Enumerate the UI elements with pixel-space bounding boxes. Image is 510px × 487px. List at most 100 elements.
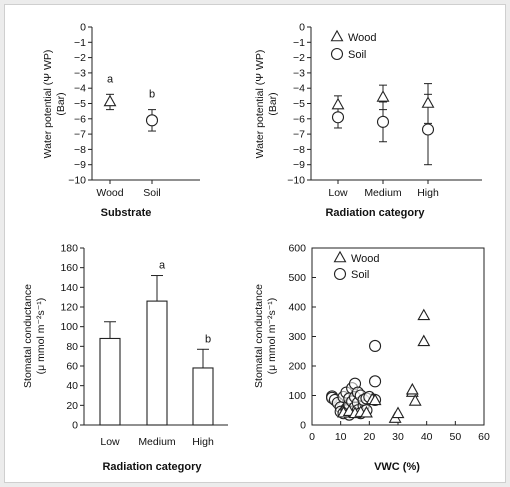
panel4-y-tick-label: 400 — [288, 302, 306, 314]
panel4-y-tick-label: 0 — [300, 420, 306, 432]
panel2-y-tick-label: −3 — [293, 67, 305, 79]
panel2-y-tick-label: −7 — [293, 129, 305, 141]
figure-frame — [4, 4, 506, 483]
panel1-significance-letter: b — [149, 89, 155, 101]
panel4-y-tick-label: 600 — [288, 243, 306, 255]
panel3-significance-letter: a — [159, 260, 166, 272]
panel4-point-wood — [417, 334, 431, 347]
panel3-x-tick-label: High — [192, 436, 214, 448]
panel4-point-soil — [369, 339, 382, 352]
panel1-y-tick-label: −3 — [74, 67, 86, 79]
panel2-y-tick-label: −6 — [293, 113, 305, 125]
panel1-y-tick-label: −6 — [74, 113, 86, 125]
panel1-y-tick-label: −1 — [74, 37, 86, 49]
panel3-y-tick-label: 20 — [66, 400, 78, 412]
panel4-x-tick-label: 60 — [478, 431, 490, 443]
panel3-y-tick-label: 80 — [66, 341, 78, 353]
panel2-y-tick-label: −5 — [293, 98, 305, 110]
panel3-x-tick-label: Low — [100, 436, 120, 448]
panel4-legend-soil-marker — [333, 267, 347, 281]
panel1-y-tick-label: −7 — [74, 129, 86, 141]
panel2-y-tick-label: −8 — [293, 144, 305, 156]
panel2-x-tick-label: Low — [328, 187, 348, 199]
panel1-y-axis-unit: (Bar) — [55, 92, 67, 115]
panel3-y-tick-label: 120 — [60, 302, 78, 314]
panel2-y-axis-label: Water potential (Ψ WP) — [254, 50, 266, 159]
panel2-y-tick-label: −2 — [293, 52, 305, 64]
panel4-legend-soil-label: Soil — [351, 269, 369, 281]
panel2-y-tick-label: −9 — [293, 159, 305, 171]
panel3-bar-low — [99, 337, 121, 426]
panel1-x-tick-label: Soil — [143, 187, 161, 199]
panel2-legend-soil-marker — [330, 47, 344, 61]
panel3-significance-letter: b — [205, 333, 211, 345]
panel3-y-tick-label: 0 — [72, 420, 78, 432]
panel4-point-wood — [360, 405, 373, 418]
panel4-x-axis-label: VWC (%) — [374, 461, 420, 473]
panel1-point-wood — [103, 94, 117, 107]
panel1-y-tick-label: −5 — [74, 98, 86, 110]
panel3-y-tick-label: 140 — [60, 282, 78, 294]
panel4-x-tick-label: 20 — [363, 431, 375, 443]
panel1-x-tick-label: Wood — [96, 187, 123, 199]
panel2-x-tick-label: Medium — [364, 187, 402, 199]
panel4-y-tick-label: 200 — [288, 361, 306, 373]
panel2-y-tick-label: −10 — [287, 175, 305, 187]
panel4-y-axis-unit: (μ mmol m⁻²s⁻¹) — [266, 298, 278, 375]
panel3-y-tick-label: 160 — [60, 262, 78, 274]
panel3-bar-medium — [146, 300, 168, 426]
panel2-legend-soil-label: Soil — [348, 49, 366, 61]
panel2-y-tick-label: −1 — [293, 37, 305, 49]
panel1-y-tick-label: −10 — [68, 175, 86, 187]
panel3-y-tick-label: 40 — [66, 380, 78, 392]
panel4-x-tick-label: 0 — [309, 431, 315, 443]
panel4-x-tick-label: 50 — [449, 431, 461, 443]
panel1-point-soil — [145, 114, 159, 127]
panel4-point-wood — [368, 393, 382, 406]
panel4-point-wood — [405, 382, 419, 395]
panel3-y-axis-unit: (μ mmol m⁻²s⁻¹) — [35, 298, 47, 375]
panel3-x-axis-label: Radiation category — [102, 461, 202, 473]
panel1-x-axis-label: Substrate — [101, 207, 152, 219]
panel1-significance-letter: a — [107, 73, 114, 85]
panel4-point-wood — [417, 308, 431, 321]
panel4-point-soil — [369, 375, 382, 388]
panel4-x-tick-label: 40 — [421, 431, 433, 443]
panel2-y-tick-label: 0 — [299, 22, 305, 34]
panel1-y-tick-label: −2 — [74, 52, 86, 64]
panel2-point-soil — [376, 115, 390, 128]
panel2-point-wood — [331, 97, 345, 110]
panel1-y-tick-label: −8 — [74, 144, 86, 156]
panel4-point-wood — [391, 406, 405, 419]
panel4-y-tick-label: 500 — [288, 272, 306, 284]
panel2-point-wood — [421, 96, 435, 108]
panel3-x-tick-label: Medium — [138, 436, 176, 448]
panel3-y-tick-label: 180 — [60, 243, 78, 255]
panel2-y-tick-label: −4 — [293, 83, 305, 95]
panel2-point-soil — [331, 111, 345, 124]
panel2-point-wood — [376, 90, 390, 102]
panel3-bar-high — [192, 367, 214, 426]
panel4-y-tick-label: 100 — [288, 390, 306, 402]
panel1-y-axis-label: Water potential (Ψ WP) — [42, 50, 54, 159]
panel3-y-tick-label: 100 — [60, 321, 78, 333]
panel1-y-tick-label: −4 — [74, 83, 86, 95]
panel4-y-tick-label: 300 — [288, 331, 306, 343]
panel1-y-tick-label: −9 — [74, 159, 86, 171]
panel3-y-axis-label: Stomatal conductance — [22, 284, 34, 388]
panel4-x-tick-label: 30 — [392, 431, 404, 443]
panel4-legend-wood-marker — [333, 250, 347, 263]
panel2-x-axis-label: Radiation category — [325, 207, 425, 219]
panel3-y-tick-label: 60 — [66, 361, 78, 373]
panel4-point-wood — [408, 394, 422, 406]
panel2-legend-wood-marker — [330, 29, 344, 42]
panel2-point-soil — [421, 123, 435, 136]
panel4-y-axis-label: Stomatal conductance — [253, 284, 265, 388]
panel2-legend-wood-label: Wood — [348, 32, 377, 44]
panel1-y-tick-label: 0 — [80, 22, 86, 34]
panel2-x-tick-label: High — [417, 187, 439, 199]
panel4-legend-wood-label: Wood — [351, 253, 380, 265]
panel2-y-axis-unit: (Bar) — [267, 92, 279, 115]
panel4-x-tick-label: 10 — [335, 431, 347, 443]
